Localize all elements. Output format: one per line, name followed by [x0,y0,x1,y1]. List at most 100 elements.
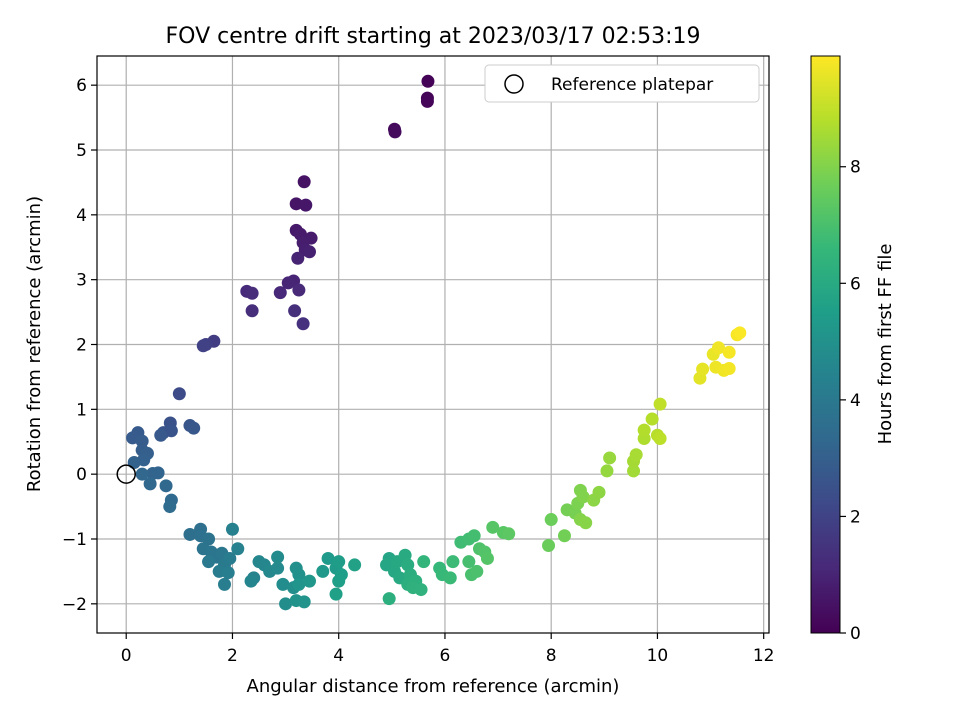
data-point [202,532,216,546]
x-tick-label: 2 [227,646,238,666]
y-tick-label: 0 [76,465,87,485]
data-point [712,341,726,355]
data-point [135,467,149,481]
data-point [420,94,434,108]
data-point [332,555,346,569]
data-point [321,551,335,565]
data-point [603,451,617,465]
y-tick-label: −1 [62,530,87,550]
x-tick-label: 10 [647,646,669,666]
data-points [126,74,747,611]
data-point [225,522,239,536]
colorbar-ticks: 0 2 4 6 8 [840,158,861,644]
data-point [244,574,258,588]
chart-title: FOV centre drift starting at 2023/03/17 … [166,24,701,49]
data-point [348,558,362,572]
data-point [542,538,556,552]
data-point [292,577,306,591]
data-point [154,428,168,442]
data-point [299,198,313,212]
data-point [297,175,311,189]
data-point [398,548,412,562]
data-point [722,345,736,359]
data-point [480,551,494,565]
data-point [271,550,285,564]
data-point [135,434,149,448]
data-point [629,448,643,462]
data-point [486,520,500,534]
legend-entry-reference: Reference platepar [551,75,713,95]
y-axis-label: Rotation from reference (arcmin) [24,196,45,492]
data-point [653,432,667,446]
colorbar-tick-label: 2 [850,507,861,527]
x-tick-label: 4 [333,646,344,666]
data-point [202,555,216,569]
y-axis-ticks: −2 −1 0 1 2 3 4 5 6 [62,76,97,615]
colorbar-tick-label: 6 [850,274,861,294]
data-point [576,490,590,504]
data-point [417,555,431,569]
data-point [151,466,165,480]
legend-reference-marker [504,74,524,94]
data-point [296,317,310,331]
data-point [302,574,316,588]
data-point [388,125,402,139]
data-point [281,276,295,290]
data-point [183,527,197,541]
colorbar-tick-label: 8 [850,158,861,178]
colorbar-tick-label: 0 [850,624,861,644]
data-point [462,555,476,569]
data-point [443,571,457,585]
data-point [159,479,173,493]
data-point [446,555,460,569]
y-tick-label: 3 [76,271,87,291]
colorbar: 0 2 4 6 8 Hours from first FF file [810,55,896,644]
data-point [544,513,558,527]
data-point [245,286,259,300]
data-point [467,529,481,543]
data-point [187,421,201,435]
x-axis-ticks: 0 2 4 6 8 10 12 [121,633,775,666]
data-point [637,423,651,437]
colorbar-tick-label: 4 [850,391,861,411]
data-point [164,424,178,438]
legend: Reference platepar [484,64,760,103]
y-tick-label: 4 [76,206,87,226]
x-tick-label: 0 [121,646,132,666]
data-point [414,583,428,597]
data-point [273,286,287,300]
data-point [401,558,415,572]
data-point [302,245,316,259]
data-point [223,551,237,565]
data-point [627,464,641,478]
data-point [127,455,141,469]
data-point [329,587,343,601]
data-point [221,566,235,580]
data-point [271,561,285,575]
data-point [557,529,571,543]
data-point [163,500,177,514]
data-point [297,595,311,609]
data-point [217,577,231,591]
y-tick-label: −2 [62,595,87,615]
y-tick-label: 2 [76,336,87,356]
y-tick-label: 1 [76,400,87,420]
data-point [733,326,747,340]
data-point [502,527,516,541]
data-point [291,251,305,265]
data-point [332,574,346,588]
data-point [288,304,302,318]
colorbar-label: Hours from first FF file [875,244,896,445]
data-point [645,412,659,426]
x-tick-label: 6 [440,646,451,666]
x-axis-label: Angular distance from reference (arcmin) [247,676,620,697]
data-point [143,477,157,491]
legend-box [484,64,760,103]
data-point [196,339,210,353]
colorbar-gradient [810,55,841,634]
data-point [653,397,667,411]
data-point [316,564,330,578]
data-point [276,577,290,591]
reference-marker [116,464,136,484]
